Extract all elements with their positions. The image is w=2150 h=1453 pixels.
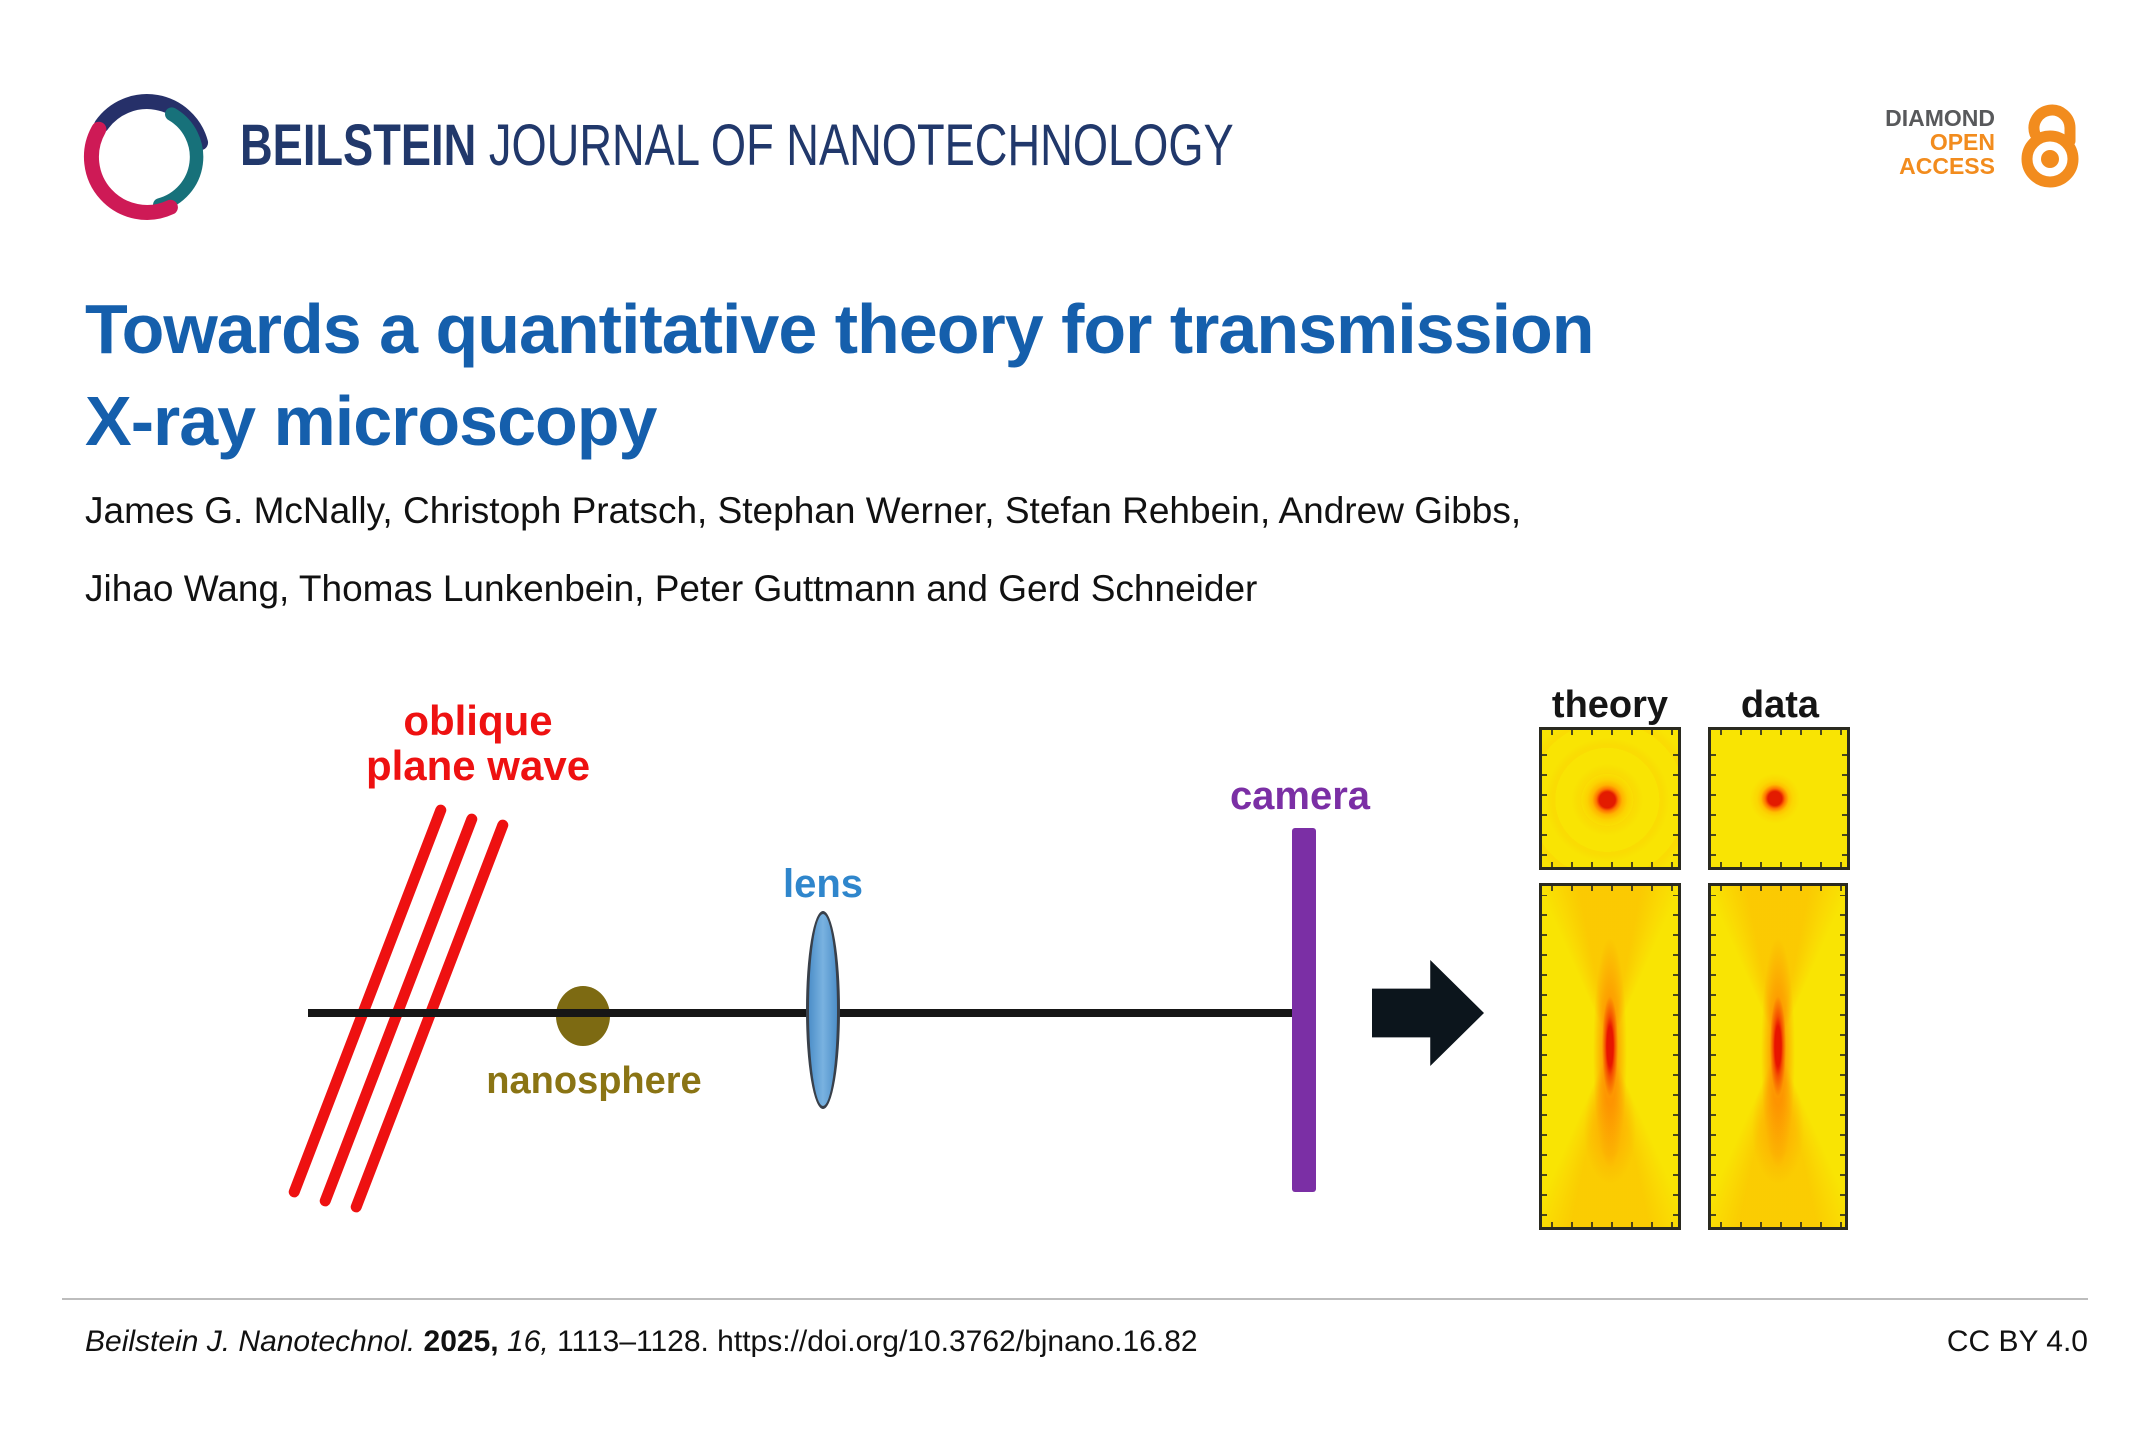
- citation-journal: Beilstein J. Nanotechnol.: [85, 1325, 416, 1358]
- journal-name-bold: BEILSTEIN: [240, 113, 477, 178]
- axis-ticks: [1711, 886, 1845, 1227]
- citation: Beilstein J. Nanotechnol. 2025, 16, 1113…: [85, 1325, 1198, 1359]
- axis-ticks: [1542, 730, 1678, 867]
- oblique-label-line1: oblique: [403, 697, 553, 744]
- data-focus-panel: [1708, 883, 1848, 1230]
- data-column-label: data: [1740, 684, 1820, 726]
- author-list-line1: James G. McNally, Christoph Pratsch, Ste…: [85, 490, 1522, 531]
- citation-volume: 16,: [506, 1325, 549, 1358]
- journal-name: BEILSTEIN JOURNAL OF NANOTECHNOLOGY: [240, 112, 1234, 179]
- axis-ticks: [1711, 730, 1847, 867]
- access-open-text: OPEN: [1929, 129, 1995, 155]
- lens-ellipse: [806, 911, 840, 1109]
- access-diamond-text: DIAMOND: [1885, 105, 1995, 131]
- right-arrow-icon: [1372, 960, 1484, 1066]
- data-psf-panel: [1708, 727, 1850, 870]
- citation-year: 2025,: [423, 1325, 499, 1358]
- author-list-line2: Jihao Wang, Thomas Lunkenbein, Peter Gut…: [85, 568, 1258, 609]
- oblique-label-line2: plane wave: [365, 742, 591, 789]
- theory-column-label: theory: [1551, 684, 1669, 726]
- author-list: James G. McNally, Christoph Pratsch, Ste…: [85, 472, 2085, 628]
- journal-name-rest: JOURNAL OF NANOTECHNOLOGY: [476, 113, 1234, 178]
- oblique-plane-wave-label: oblique plane wave: [328, 698, 628, 788]
- license-label: CC BY 4.0: [1946, 1325, 2088, 1358]
- citation-pages-doi: 1113–1128. https://doi.org/10.3762/bjnan…: [557, 1325, 1198, 1358]
- access-access-text: ACCESS: [1899, 153, 1995, 179]
- beilstein-logo-icon: [83, 94, 209, 220]
- nanosphere-label: nanosphere: [486, 1060, 702, 1102]
- article-title: Towards a quantitative theory for transm…: [85, 283, 1985, 467]
- lens-label: lens: [782, 862, 864, 906]
- theory-psf-panel: [1539, 727, 1681, 870]
- article-title-line1: Towards a quantitative theory for transm…: [85, 290, 1595, 368]
- footer-divider: [62, 1298, 2088, 1300]
- camera-label: camera: [1229, 774, 1371, 818]
- open-access-lock-icon: [2021, 104, 2079, 188]
- theory-focus-panel: [1539, 883, 1681, 1230]
- camera-bar: [1292, 828, 1316, 1192]
- axis-ticks: [1542, 886, 1678, 1227]
- article-title-line2: X-ray microscopy: [85, 382, 657, 460]
- plane-wave-beam: [287, 802, 448, 1200]
- diamond-open-access-label: DIAMOND OPEN ACCESS: [1790, 106, 1995, 178]
